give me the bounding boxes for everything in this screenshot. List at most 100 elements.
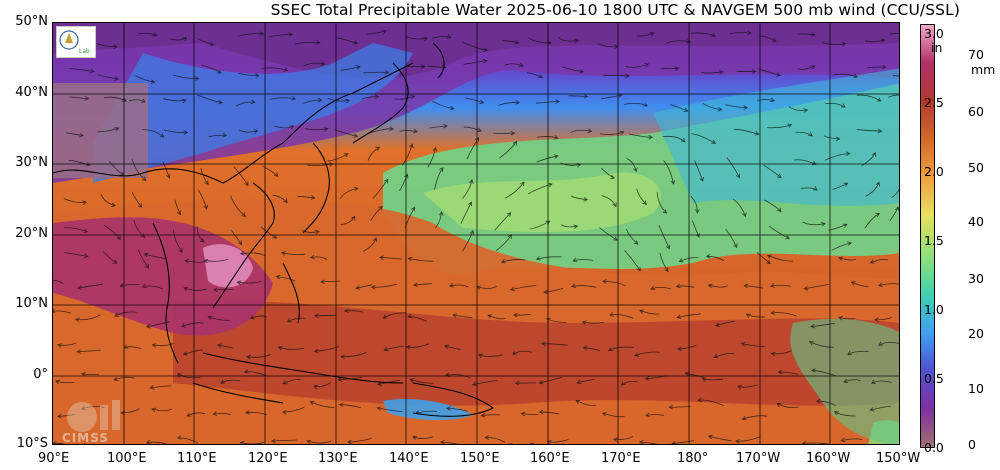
wind-arrowhead xyxy=(409,143,414,149)
wind-streamline xyxy=(726,157,740,178)
wind-streamline xyxy=(725,104,748,109)
wind-streamline xyxy=(399,174,408,192)
wind-streamline xyxy=(843,379,861,383)
wind-arrowhead xyxy=(711,32,717,37)
wind-arrowhead xyxy=(845,151,851,156)
wind-streamline xyxy=(217,344,234,349)
wind-arrowhead xyxy=(821,222,826,227)
wind-arrowhead xyxy=(644,63,650,68)
wind-arrowhead xyxy=(207,315,213,320)
wind-arrowhead xyxy=(407,313,413,319)
wind-arrowhead xyxy=(477,127,482,132)
wind-streamline xyxy=(825,102,846,108)
wind-arrowhead xyxy=(328,162,334,167)
wind-streamline xyxy=(335,37,358,44)
wind-arrowhead xyxy=(668,404,674,410)
wind-arrowhead xyxy=(176,210,182,216)
wind-arrowhead xyxy=(113,44,118,50)
wind-streamline xyxy=(100,194,116,207)
wind-arrowhead xyxy=(574,38,580,44)
wind-arrowhead xyxy=(246,354,251,360)
wind-arrowhead xyxy=(510,286,515,292)
wind-streamline xyxy=(260,226,277,239)
wind-streamline xyxy=(408,257,434,262)
wind-arrowhead xyxy=(612,202,617,208)
wind-arrowhead xyxy=(477,353,483,359)
wind-streamline xyxy=(64,227,88,233)
wind-streamline xyxy=(406,343,430,348)
wind-arrowhead xyxy=(76,349,82,354)
wind-arrowhead xyxy=(803,108,809,113)
lon-label-130e: 130°E xyxy=(318,451,358,466)
wind-streamline xyxy=(213,288,234,291)
wind-arrowhead xyxy=(835,136,841,142)
wind-arrowhead xyxy=(614,44,619,50)
wind-streamline xyxy=(608,346,634,351)
wind-arrowhead xyxy=(83,253,89,259)
wind-streamline xyxy=(504,63,523,67)
lon-label-160e: 160°E xyxy=(530,451,570,466)
wind-arrowhead xyxy=(545,220,551,225)
wind-streamline xyxy=(151,408,172,412)
wind-arrowhead xyxy=(540,341,546,347)
wind-streamline xyxy=(891,188,899,199)
wind-streamline xyxy=(432,35,451,39)
wind-arrowhead xyxy=(810,65,816,70)
wind-arrowhead xyxy=(374,94,380,99)
wind-arrowhead xyxy=(619,131,625,136)
wind-arrowhead xyxy=(166,173,171,179)
wind-streamline xyxy=(460,201,472,224)
wind-streamline xyxy=(636,32,654,37)
wind-arrowhead xyxy=(116,235,121,241)
wind-arrowhead xyxy=(583,197,589,202)
wind-arrowhead xyxy=(484,435,489,440)
wind-streamline xyxy=(613,435,634,440)
wind-arrowhead xyxy=(347,439,352,444)
colorbar-tick-mm-70: 70 xyxy=(968,47,984,62)
wind-arrowhead xyxy=(813,186,818,191)
wind-streamline xyxy=(445,374,470,379)
wind-arrowhead xyxy=(114,312,119,317)
wind-arrowhead xyxy=(217,69,222,74)
cimss-logo: CIMSS xyxy=(60,395,130,445)
wind-arrowhead xyxy=(323,127,329,132)
wind-streamline xyxy=(181,322,204,327)
wind-streamline xyxy=(867,66,886,69)
wind-streamline xyxy=(142,285,164,290)
lat-label-30n: 30°N xyxy=(15,155,48,170)
wind-arrowhead xyxy=(612,437,618,442)
wind-streamline xyxy=(177,437,199,444)
wind-arrowhead xyxy=(776,207,782,213)
wind-arrowhead xyxy=(183,287,189,292)
wind-arrowhead xyxy=(787,123,793,128)
wind-arrowhead xyxy=(57,414,62,419)
wind-arrowhead xyxy=(377,381,383,387)
wind-arrowhead xyxy=(510,130,516,136)
wind-arrowhead xyxy=(181,98,187,104)
wind-streamline xyxy=(163,98,187,102)
wind-arrowhead xyxy=(111,202,116,207)
wind-streamline xyxy=(197,94,223,104)
tpw-map xyxy=(52,22,900,445)
wind-streamline xyxy=(757,99,775,102)
wind-arrowhead xyxy=(675,283,681,289)
wind-arrowhead xyxy=(283,198,288,204)
wind-streamline xyxy=(778,371,799,375)
wind-arrowhead xyxy=(683,107,689,112)
wind-arrowhead xyxy=(811,160,817,166)
wind-streamline xyxy=(301,230,320,233)
wind-arrowhead xyxy=(785,235,791,240)
wind-arrowhead xyxy=(291,95,297,101)
wind-arrowhead xyxy=(410,206,415,212)
wind-streamline xyxy=(685,372,704,378)
wind-streamline xyxy=(63,198,87,204)
wind-streamline xyxy=(816,400,836,406)
wind-arrowhead xyxy=(214,443,215,444)
wind-streamline xyxy=(485,437,506,443)
wind-arrowhead xyxy=(85,162,91,167)
wind-streamline xyxy=(701,71,723,74)
wind-streamline xyxy=(146,321,170,328)
wind-arrowhead xyxy=(384,70,390,75)
wind-streamline xyxy=(776,403,799,408)
wind-streamline xyxy=(183,287,207,291)
